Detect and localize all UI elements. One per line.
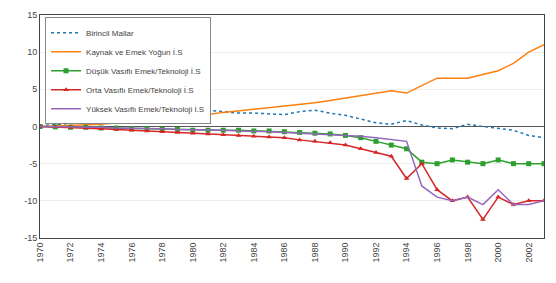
- svg-text:Birincil Mallar: Birincil Mallar: [86, 29, 134, 38]
- svg-text:Kaynak ve Emek Yoğun İ.S: Kaynak ve Emek Yoğun İ.S: [86, 48, 183, 57]
- svg-text:0: 0: [32, 122, 37, 132]
- svg-text:2000: 2000: [493, 243, 503, 263]
- svg-text:Yüksek Vasıflı Emek/Teknoloji: Yüksek Vasıflı Emek/Teknoloji İ.S: [86, 105, 204, 114]
- svg-text:1982: 1982: [218, 243, 228, 263]
- svg-text:1992: 1992: [371, 243, 381, 263]
- svg-text:Düşük Vasıflı Emek/Teknoloji İ: Düşük Vasıflı Emek/Teknoloji İ.S: [86, 67, 201, 76]
- svg-text:1986: 1986: [279, 243, 289, 263]
- svg-text:-10: -10: [24, 196, 37, 206]
- svg-text:1988: 1988: [310, 243, 320, 263]
- svg-text:5: 5: [32, 84, 37, 94]
- svg-text:1976: 1976: [127, 243, 137, 263]
- svg-text:10: 10: [27, 47, 37, 57]
- svg-text:1994: 1994: [401, 243, 411, 263]
- svg-text:15: 15: [27, 10, 37, 20]
- svg-text:1984: 1984: [249, 243, 259, 263]
- svg-text:-5: -5: [29, 159, 37, 169]
- svg-text:1990: 1990: [340, 243, 350, 263]
- svg-text:1974: 1974: [96, 243, 106, 263]
- svg-text:1970: 1970: [35, 243, 45, 263]
- svg-text:1978: 1978: [157, 243, 167, 263]
- svg-text:1996: 1996: [432, 243, 442, 263]
- svg-text:1972: 1972: [65, 243, 75, 263]
- svg-text:2002: 2002: [524, 243, 534, 263]
- svg-text:1998: 1998: [463, 243, 473, 263]
- svg-text:-15: -15: [24, 233, 37, 243]
- svg-text:Orta Vasıflı Emek/Teknoloji İ.: Orta Vasıflı Emek/Teknoloji İ.S: [86, 86, 193, 95]
- svg-text:1980: 1980: [188, 243, 198, 263]
